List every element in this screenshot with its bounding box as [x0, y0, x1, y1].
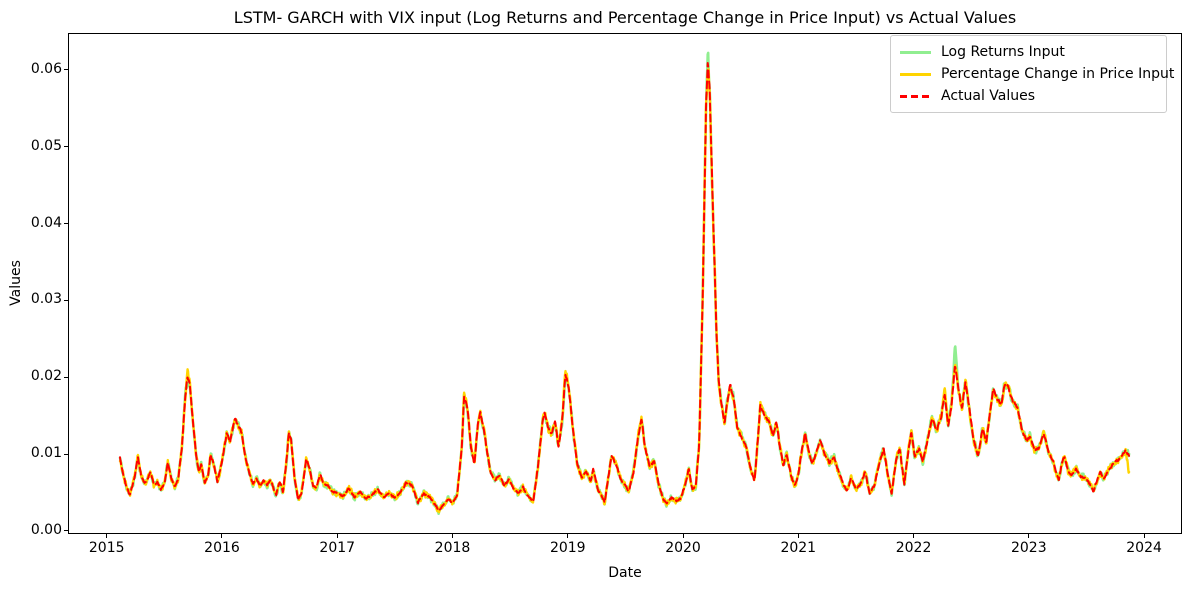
x-tick-label: 2023: [1010, 540, 1047, 556]
legend-label: Percentage Change in Price Input: [941, 66, 1175, 82]
x-tick: [1028, 534, 1030, 538]
y-tick-label: 0.02: [30, 368, 62, 385]
actual-values-legend-line: [900, 94, 931, 98]
x-tick: [221, 534, 223, 538]
legend-label: Log Returns Input: [941, 44, 1065, 60]
legend-row: Percentage Change in Price Input: [900, 65, 1174, 83]
x-tick-label: 2019: [549, 540, 586, 556]
x-tick-label: 2015: [88, 540, 125, 556]
x-tick-label: 2021: [780, 540, 817, 556]
x-tick: [797, 534, 799, 538]
y-tick-label: 0.00: [30, 521, 62, 538]
legend: Log Returns Input Percentage Change in P…: [890, 35, 1174, 113]
x-tick-label: 2024: [1126, 540, 1162, 556]
y-tick: [64, 69, 68, 71]
chart-title: LSTM- GARCH with VIX input (Log Returns …: [233, 8, 1017, 27]
x-tick-label: 2017: [319, 540, 356, 556]
legend-row: Log Returns Input: [900, 43, 1157, 61]
x-tick: [1143, 534, 1145, 538]
y-tick-label: 0.05: [30, 137, 62, 154]
x-axis-label: Date: [608, 565, 642, 581]
chart-canvas: [68, 33, 1182, 534]
x-tick-label: 2018: [434, 540, 471, 556]
x-tick: [336, 534, 338, 538]
y-tick-label: 0.06: [30, 60, 62, 77]
x-tick: [567, 534, 569, 538]
y-axis-label: Values: [8, 260, 24, 306]
x-tick: [106, 534, 108, 538]
y-tick: [64, 223, 68, 225]
y-tick-label: 0.04: [30, 214, 62, 231]
y-tick-label: 0.01: [30, 445, 62, 462]
x-tick: [913, 534, 915, 538]
y-tick: [64, 530, 68, 532]
legend-label: Actual Values: [941, 88, 1036, 104]
y-tick: [64, 376, 68, 378]
percentage-change-legend-line: [900, 72, 931, 76]
x-tick-label: 2020: [665, 540, 701, 556]
x-tick: [452, 534, 453, 538]
x-tick: [682, 534, 684, 538]
y-tick: [64, 299, 68, 301]
y-tick: [64, 453, 68, 455]
log-returns-legend-line: [900, 50, 931, 54]
x-tick-label: 2022: [895, 540, 932, 556]
legend-row: Actual Values: [900, 87, 1157, 105]
y-tick-label: 0.03: [30, 291, 62, 308]
y-tick: [64, 146, 68, 148]
x-tick-label: 2016: [204, 540, 240, 556]
